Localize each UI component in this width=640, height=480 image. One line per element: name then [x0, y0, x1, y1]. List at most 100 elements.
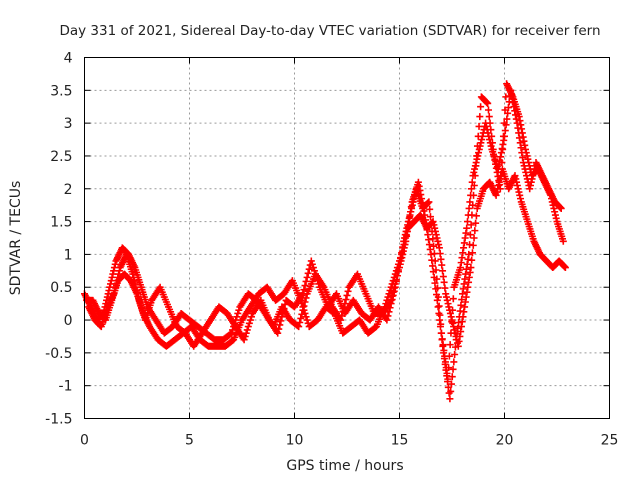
data-point — [434, 303, 442, 311]
x-tick-label: 10 — [286, 433, 304, 449]
data-point — [448, 318, 456, 326]
data-point — [385, 308, 393, 316]
data-point — [240, 336, 248, 344]
y-tick-label: 0 — [64, 313, 73, 329]
data-point — [295, 323, 303, 331]
x-tick-label: 25 — [601, 433, 619, 449]
data-point — [301, 282, 309, 290]
data-point — [247, 313, 255, 321]
data-point — [276, 321, 284, 329]
data-point — [446, 395, 454, 403]
data-point — [463, 218, 471, 226]
data-point — [274, 329, 282, 337]
data-point — [384, 293, 392, 301]
data-point — [299, 303, 307, 311]
data-point — [344, 287, 352, 295]
data-point — [385, 290, 393, 298]
data-point — [391, 283, 399, 291]
data-point — [309, 264, 317, 272]
data-point — [435, 302, 443, 310]
data-point — [280, 305, 288, 313]
data-point — [392, 277, 400, 285]
data-point — [484, 99, 492, 107]
y-tick-label: 0.5 — [50, 280, 72, 296]
data-point — [304, 269, 312, 277]
data-point — [228, 329, 235, 337]
data-point — [278, 313, 286, 321]
data-point — [398, 249, 406, 257]
axis-ticks: 0 5 10 15 20 25 -1.5 -1 -0.5 0 0.5 1 1.5 2 2.5 3 3.5 4 — [45, 51, 618, 449]
data-point — [436, 311, 444, 319]
data-point — [467, 221, 475, 229]
data-point — [314, 277, 322, 285]
data-point — [467, 264, 475, 272]
data-point — [303, 273, 311, 281]
data-point — [425, 198, 433, 206]
data-point — [433, 296, 441, 304]
y-tick-label: -1.5 — [45, 412, 72, 428]
data-point — [396, 260, 403, 268]
data-point — [449, 295, 457, 303]
chart-title: Day 331 of 2021, Sidereal Day-to-day VTE… — [59, 23, 600, 39]
data-point — [465, 250, 473, 258]
data-point — [315, 280, 323, 288]
data-point — [343, 291, 351, 299]
data-point — [427, 220, 435, 228]
data-point — [305, 265, 313, 273]
data-point — [387, 300, 395, 308]
data-point — [448, 373, 456, 381]
data-point — [434, 293, 442, 301]
x-tick-label: 15 — [391, 433, 409, 449]
y-tick-label: 1 — [64, 247, 73, 263]
data-point — [469, 241, 477, 249]
data-point — [437, 320, 445, 328]
data-point — [431, 257, 439, 265]
data-point — [399, 243, 407, 251]
y-tick-label: 2.5 — [50, 149, 72, 165]
data-point — [561, 264, 569, 272]
data-point — [435, 309, 443, 317]
data-point — [342, 296, 350, 304]
data-point — [429, 235, 437, 243]
data-point — [246, 316, 254, 324]
data-point — [386, 304, 394, 312]
data-point — [559, 237, 567, 245]
data-point — [476, 113, 484, 121]
data-point — [245, 319, 253, 327]
data-point — [466, 198, 474, 206]
data-point — [447, 329, 455, 337]
data-point — [296, 319, 304, 327]
data-point — [307, 257, 315, 265]
data-point — [468, 178, 476, 186]
data-point — [447, 387, 455, 395]
data-point — [389, 291, 397, 299]
y-tick-label: 1.5 — [50, 215, 72, 231]
data-point — [275, 325, 283, 333]
data-point — [430, 250, 438, 258]
data-point — [302, 277, 310, 285]
data-point — [472, 219, 480, 227]
data-point — [388, 296, 396, 304]
data-point — [384, 312, 392, 320]
data-point — [445, 364, 453, 372]
data-point — [446, 341, 454, 349]
data-point — [301, 309, 309, 317]
plot-frame — [84, 57, 610, 419]
data-point — [244, 323, 252, 331]
data-point — [397, 255, 405, 263]
data-point — [388, 280, 396, 288]
data-point — [303, 316, 311, 324]
data-point — [300, 306, 308, 314]
data-point — [308, 260, 316, 268]
data-point — [243, 326, 251, 334]
y-tick-label: -1 — [59, 379, 73, 395]
data-point — [389, 277, 397, 285]
data-point — [297, 314, 305, 322]
y-tick-label: 4 — [64, 51, 73, 67]
data-points — [81, 80, 569, 403]
data-point — [235, 306, 243, 314]
data-point — [430, 242, 438, 250]
data-point — [449, 365, 457, 373]
data-point — [444, 375, 452, 383]
data-point — [447, 380, 455, 388]
